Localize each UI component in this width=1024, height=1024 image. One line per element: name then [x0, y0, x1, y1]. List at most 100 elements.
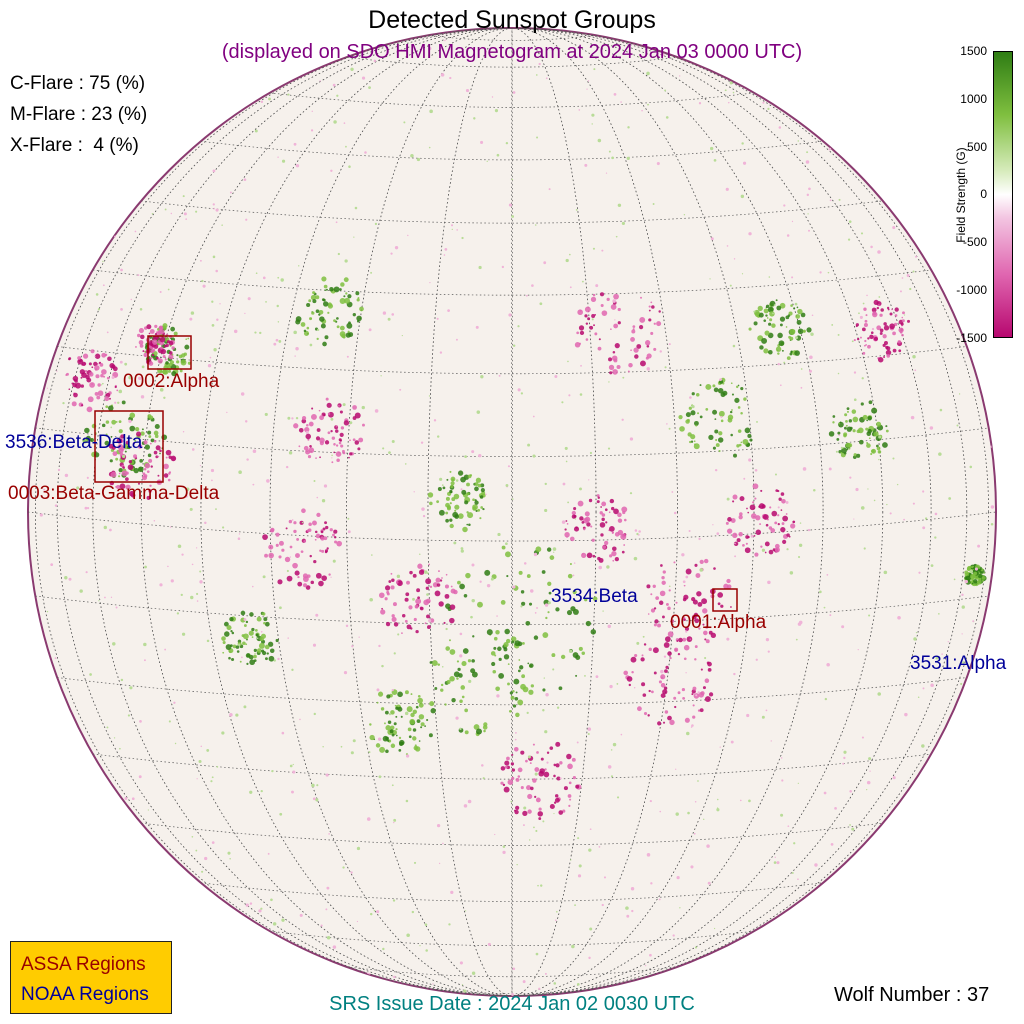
background-field-speckle [867, 488, 869, 490]
positive-field-patch [865, 427, 869, 431]
background-field-speckle [405, 799, 409, 803]
background-field-speckle [275, 338, 279, 342]
negative-field-patch [571, 510, 576, 516]
positive-field-patch [263, 617, 268, 622]
negative-field-patch [662, 689, 668, 695]
positive-field-patch [705, 407, 709, 411]
background-field-speckle [835, 450, 838, 453]
background-field-speckle [785, 501, 789, 504]
negative-field-patch [782, 515, 789, 522]
background-field-speckle [741, 273, 744, 275]
background-field-speckle [215, 208, 219, 212]
region-label-3534: 3534:Beta [551, 586, 638, 607]
background-field-speckle [961, 605, 965, 609]
positive-field-patch [457, 667, 461, 672]
background-field-speckle [373, 909, 376, 912]
positive-field-patch [510, 695, 515, 700]
background-field-speckle [315, 613, 319, 617]
positive-field-patch [437, 663, 441, 666]
background-field-speckle [459, 961, 463, 965]
region-label-0003: 0003:Beta-Gamma-Delta [8, 483, 220, 504]
negative-field-patch [640, 296, 643, 299]
negative-field-patch [879, 332, 883, 335]
negative-field-patch [334, 540, 338, 544]
background-field-speckle [840, 446, 843, 449]
positive-field-patch [318, 313, 321, 316]
background-field-speckle [173, 701, 176, 704]
positive-field-patch [315, 295, 320, 300]
background-field-speckle [699, 568, 704, 572]
negative-field-patch [600, 506, 603, 508]
negative-field-patch [388, 580, 392, 583]
background-field-speckle [313, 712, 316, 716]
negative-field-patch [880, 308, 884, 312]
background-field-speckle [326, 936, 331, 940]
background-field-speckle [861, 377, 864, 380]
background-field-speckle [853, 398, 857, 401]
negative-field-patch [640, 657, 645, 662]
background-field-speckle [164, 648, 167, 651]
background-field-speckle [892, 457, 895, 460]
negative-field-patch [660, 564, 663, 567]
negative-field-patch [586, 552, 593, 559]
background-field-speckle [906, 274, 910, 277]
background-field-speckle [482, 777, 485, 780]
negative-field-patch [758, 505, 761, 508]
negative-field-patch [760, 545, 763, 548]
negative-field-patch [164, 358, 167, 361]
background-field-speckle [666, 423, 668, 425]
background-field-speckle [787, 825, 790, 828]
negative-field-patch [780, 527, 786, 533]
background-field-speckle [962, 661, 965, 664]
negative-field-patch [621, 506, 628, 513]
positive-field-patch [148, 435, 152, 438]
background-field-speckle [226, 411, 228, 414]
positive-field-patch [256, 616, 262, 622]
negative-field-patch [753, 535, 756, 537]
negative-field-patch [423, 599, 430, 606]
background-field-speckle [346, 355, 349, 358]
positive-field-patch [428, 733, 433, 738]
background-field-speckle [285, 465, 289, 469]
c-flare-probability: C-Flare : 75 (%) [10, 73, 146, 94]
negative-field-patch [354, 440, 360, 445]
background-field-speckle [100, 384, 103, 386]
positive-field-patch [693, 440, 696, 443]
background-field-speckle [717, 807, 719, 809]
background-field-speckle [544, 482, 547, 486]
negative-field-patch [511, 768, 516, 772]
background-field-speckle [861, 736, 865, 739]
negative-field-patch [702, 608, 708, 614]
background-field-speckle [536, 136, 539, 139]
positive-field-patch [514, 640, 521, 647]
positive-field-patch [327, 303, 334, 309]
background-field-speckle [406, 933, 410, 938]
negative-field-patch [65, 374, 68, 376]
background-field-speckle [616, 683, 619, 685]
background-field-speckle [461, 984, 464, 986]
background-field-speckle [712, 524, 714, 526]
positive-field-patch [144, 444, 150, 450]
negative-field-patch [311, 407, 314, 410]
positive-field-patch [504, 551, 511, 558]
background-field-speckle [675, 812, 679, 816]
positive-field-patch [398, 739, 405, 746]
negative-field-patch [143, 474, 148, 478]
positive-field-patch [322, 298, 326, 302]
positive-field-patch [768, 349, 773, 355]
background-field-speckle [938, 452, 942, 456]
positive-field-patch [800, 312, 806, 318]
background-field-speckle [841, 625, 845, 629]
background-field-speckle [555, 919, 557, 922]
negative-field-patch [292, 562, 298, 569]
background-field-speckle [534, 772, 538, 776]
background-field-speckle [601, 903, 604, 907]
positive-field-patch [454, 509, 457, 512]
negative-field-patch [538, 817, 542, 820]
negative-field-patch [308, 522, 312, 526]
positive-field-patch [514, 696, 519, 701]
positive-field-patch [266, 652, 269, 655]
positive-field-patch [431, 660, 438, 667]
background-field-speckle [137, 274, 140, 277]
background-field-speckle [626, 914, 630, 918]
